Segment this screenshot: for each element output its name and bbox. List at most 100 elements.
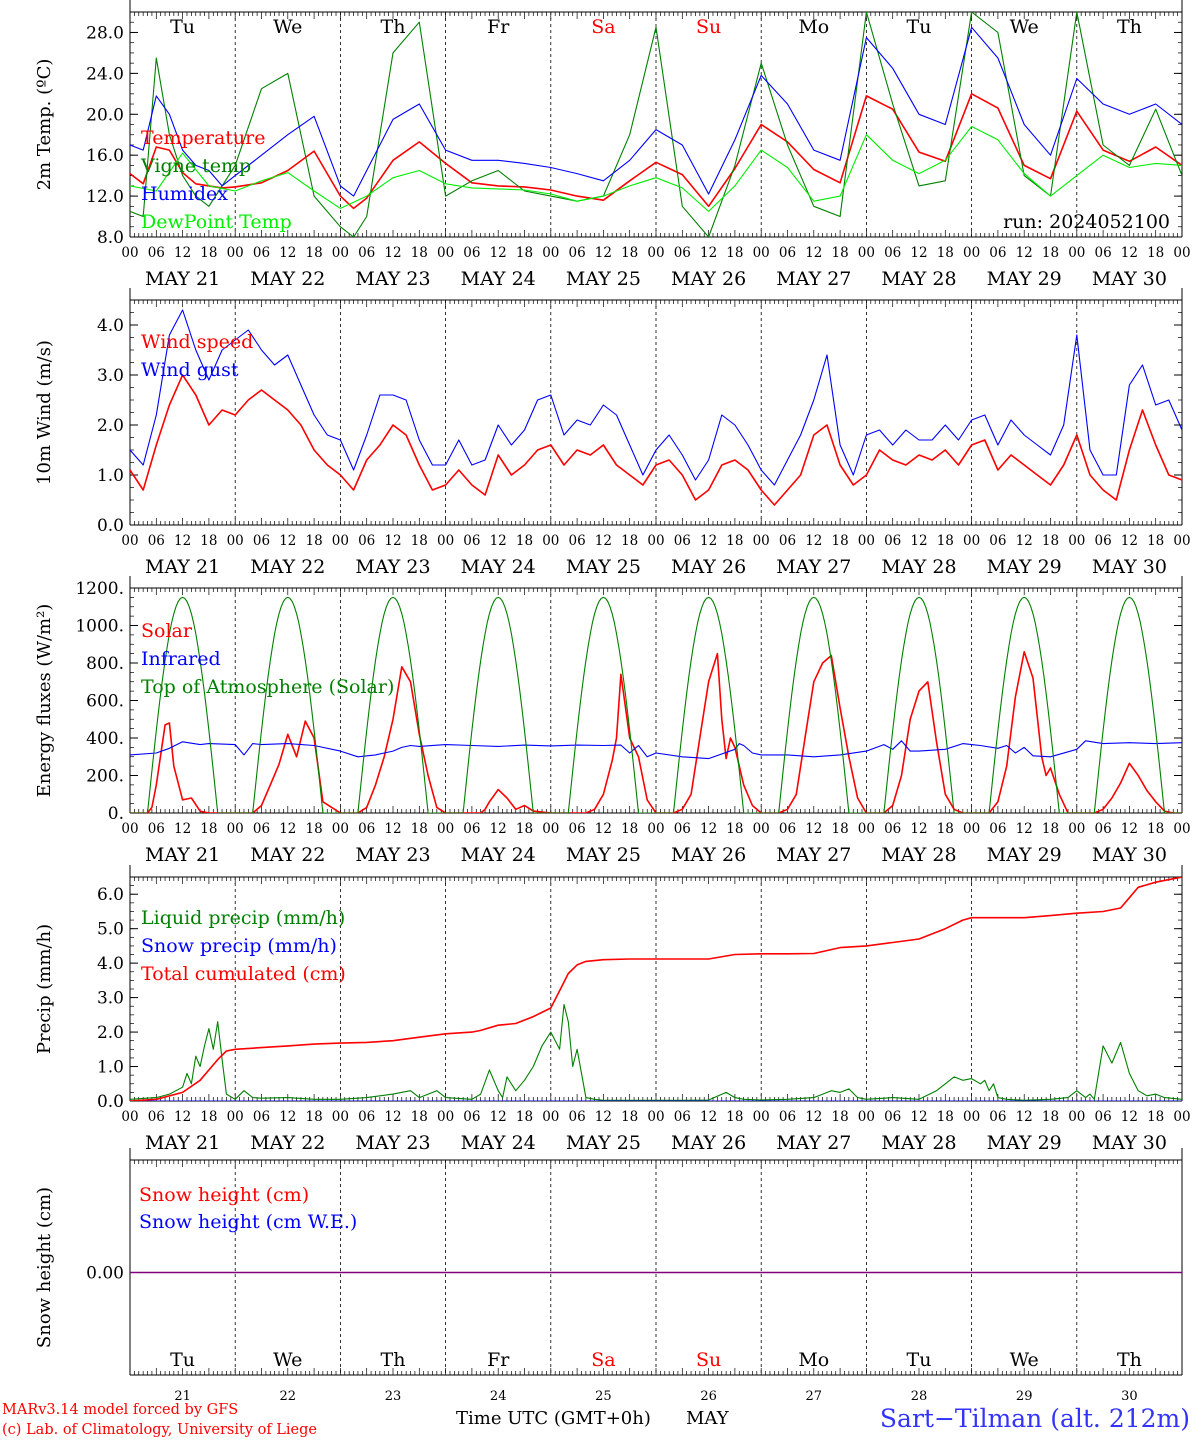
panel-2: 0.0 1.0 2.0 3.0 4.0 10m Wind (m/s) 00 06 12 18 MAY… [34, 288, 1191, 578]
y-tick-label: 800. [86, 654, 124, 674]
hour-tick-label: 00 [121, 533, 138, 549]
hour-tick-label: 00 [437, 245, 454, 261]
hour-tick-label: 12 [805, 821, 822, 837]
hour-tick-label: 18 [411, 821, 428, 837]
hour-tick-label: 18 [937, 533, 954, 549]
hour-tick-label: 18 [516, 533, 533, 549]
hour-tick-label: 06 [674, 1109, 691, 1125]
day-number-label: 29 [1016, 1389, 1033, 1404]
hour-tick-label: 06 [358, 1109, 375, 1125]
hour-tick-label: 18 [832, 533, 849, 549]
series-humidex [130, 26, 1182, 197]
date-label: MAY 26 [671, 844, 746, 866]
hour-tick-label: 12 [384, 533, 401, 549]
y-tick-label: 12.0 [86, 187, 124, 207]
y-tick-label: 0.00 [86, 1264, 124, 1284]
hour-tick-label: 12 [595, 245, 612, 261]
hour-tick-label: 06 [569, 1109, 586, 1125]
hour-tick-label: 18 [306, 245, 323, 261]
hour-tick-label: 00 [963, 533, 980, 549]
hour-tick-label: 06 [1095, 245, 1112, 261]
y-tick-label: 1200. [75, 579, 124, 599]
y-tick-label: 0.0 [97, 516, 124, 536]
y-axis-label: 10m Wind (m/s) [34, 340, 55, 485]
hour-tick-label: 06 [463, 1109, 480, 1125]
series-group [130, 877, 1182, 1101]
panel-1: 8.0 12.0 16.0 20.0 24.0 28.0 2m Temp. (ºC) 00 06… [34, 0, 1191, 290]
hour-tick-label: 12 [700, 821, 717, 837]
hour-tick-label: 06 [779, 533, 796, 549]
weekday-label: We [1010, 1349, 1039, 1371]
series-total-cumulated-cm [130, 877, 1182, 1101]
date-label: MAY 29 [987, 556, 1062, 578]
day-number-label: 24 [490, 1389, 507, 1404]
hour-tick-label: 18 [1147, 821, 1164, 837]
hour-tick-label: 12 [1016, 245, 1033, 261]
hour-tick-label: 00 [1068, 1109, 1085, 1125]
hour-tick-label: 00 [542, 533, 559, 549]
hour-tick-label: 18 [726, 1109, 743, 1125]
hour-tick-label: 12 [1016, 821, 1033, 837]
hour-tick-label: 06 [253, 533, 270, 549]
series-group [130, 309, 1182, 506]
hour-tick-label: 18 [306, 533, 323, 549]
hour-tick-label: 06 [779, 245, 796, 261]
date-label: MAY 23 [355, 556, 430, 578]
weekday-label: Th [1117, 16, 1142, 38]
date-label: MAY 30 [1092, 1132, 1167, 1154]
y-tick-label: 6.0 [97, 885, 124, 905]
hour-tick-label: 18 [1147, 533, 1164, 549]
hour-tick-label: 12 [490, 821, 507, 837]
hour-tick-label: 06 [884, 821, 901, 837]
date-label: MAY 22 [250, 556, 325, 578]
hour-tick-label: 00 [1173, 533, 1190, 549]
legend-entry: Solar [141, 620, 193, 642]
date-label: MAY 28 [881, 1132, 956, 1154]
y-tick-label: 1.0 [97, 1058, 124, 1078]
hour-tick-label: 18 [832, 821, 849, 837]
hour-tick-label: 18 [200, 1109, 217, 1125]
hour-tick-label: 12 [279, 533, 296, 549]
hour-tick-label: 12 [805, 533, 822, 549]
hour-tick-label: 12 [910, 821, 927, 837]
series-dewpoint-temp [130, 125, 1182, 212]
hour-tick-label: 00 [1173, 821, 1190, 837]
hour-tick-label: 00 [121, 1109, 138, 1125]
y-tick-label: 1.0 [97, 466, 124, 486]
y-tick-label: 4.0 [97, 954, 124, 974]
hour-tick-label: 18 [621, 533, 638, 549]
date-label: MAY 24 [461, 1132, 536, 1154]
hour-tick-label: 12 [1121, 821, 1138, 837]
meteogram-panels: 8.0 12.0 16.0 20.0 24.0 28.0 2m Temp. (ºC) 00 06… [34, 0, 1191, 1404]
hour-tick-label: 12 [384, 821, 401, 837]
day-number-label: 27 [806, 1389, 823, 1404]
weekday-label: We [273, 1349, 302, 1371]
date-label: MAY 21 [145, 556, 220, 578]
date-label: MAY 25 [566, 1132, 641, 1154]
hour-tick-label: 18 [516, 1109, 533, 1125]
date-label: MAY 23 [355, 844, 430, 866]
series-group [130, 12, 1182, 237]
hour-tick-label: 12 [1016, 533, 1033, 549]
hour-tick-label: 06 [989, 821, 1006, 837]
hour-tick-label: 18 [1042, 821, 1059, 837]
hour-tick-label: 06 [148, 1109, 165, 1125]
hour-tick-label: 12 [279, 1109, 296, 1125]
hour-tick-label: 00 [647, 821, 664, 837]
date-label: MAY 24 [461, 556, 536, 578]
hour-tick-label: 18 [832, 245, 849, 261]
station-title: Sart−Tilman (alt. 212m) [880, 1404, 1190, 1433]
weekday-label: We [1010, 16, 1039, 38]
hour-tick-label: 00 [963, 1109, 980, 1125]
hour-tick-label: 18 [306, 1109, 323, 1125]
hour-tick-label: 06 [253, 1109, 270, 1125]
day-number-label: 21 [174, 1389, 191, 1404]
date-label: MAY 21 [145, 844, 220, 866]
y-tick-label: 600. [86, 692, 124, 712]
hour-tick-label: 00 [227, 821, 244, 837]
credit-line-1: MARv3.14 model forced by GFS [2, 1402, 238, 1418]
hour-tick-label: 06 [779, 1109, 796, 1125]
date-label: MAY 29 [987, 844, 1062, 866]
time-axis-month: MAY [686, 1408, 730, 1429]
hour-tick-label: 12 [174, 245, 191, 261]
